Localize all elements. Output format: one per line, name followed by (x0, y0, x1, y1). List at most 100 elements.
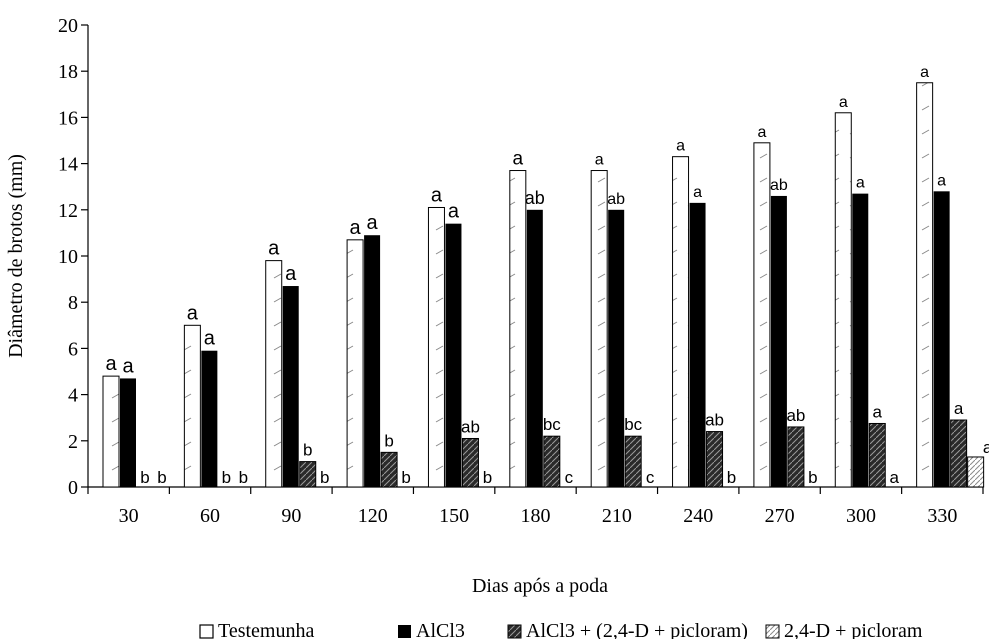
bar (102, 375, 120, 488)
bar (427, 206, 445, 488)
significance-letter: a (268, 238, 280, 260)
y-tick-label: 14 (58, 154, 78, 176)
significance-letter: ab (786, 406, 805, 425)
significance-letter: b (303, 441, 312, 460)
significance-letter: a (187, 302, 199, 324)
bar (689, 202, 706, 487)
y-tick-label: 6 (68, 338, 78, 360)
significance-letter: a (204, 328, 216, 350)
legend-swatch-alcl3 (398, 625, 411, 638)
bar (834, 112, 852, 488)
x-tick-label: 240 (683, 505, 713, 527)
x-tick-label: 270 (765, 505, 795, 527)
bar (183, 324, 201, 488)
legend-swatch-alcl3-mix (507, 624, 522, 639)
significance-letter: b (157, 468, 166, 487)
significance-letter: a (595, 152, 604, 169)
axes: 0 2 4 6 8 10 12 14 16 18 20 30 60 90 120 150 180 210 240 27… (58, 15, 984, 527)
significance-letter: a (350, 217, 362, 239)
bar (265, 260, 283, 488)
bar (380, 451, 398, 488)
significance-letter: a (367, 212, 379, 234)
significance-letter: b (483, 468, 492, 487)
bar (608, 209, 625, 488)
significance-letter: a (954, 399, 964, 418)
bar (299, 461, 317, 488)
bar (933, 191, 950, 487)
bar (624, 435, 642, 488)
significance-letter: a (693, 184, 702, 201)
x-tick-label: 210 (602, 505, 632, 527)
bar (509, 170, 527, 488)
bar (753, 142, 771, 488)
y-tick-label: 16 (58, 107, 78, 129)
y-axis-title: Diâmetro de brotos (mm) (5, 154, 27, 358)
significance-letter: a (676, 138, 685, 155)
bar (672, 156, 690, 488)
legend-label-alcl3: AlCl3 (416, 620, 465, 639)
significance-letter: a (873, 402, 883, 421)
legend-swatch-testemunha (199, 624, 214, 639)
bar (770, 195, 787, 487)
y-tick-label: 8 (68, 292, 78, 314)
y-tick-label: 10 (58, 246, 78, 268)
bar (201, 350, 218, 487)
significance-letter: a (983, 438, 989, 457)
bar (120, 378, 136, 487)
significance-letter: ab (607, 191, 625, 208)
legend-label-24d-picloram: 2,4-D + picloram (784, 620, 923, 639)
bar (526, 209, 543, 488)
significance-letter: ab (525, 188, 545, 208)
bar (787, 426, 805, 488)
significance-letter: b (239, 468, 248, 487)
y-tick-label: 18 (58, 61, 78, 83)
x-tick-label: 330 (927, 505, 957, 527)
bar (282, 286, 299, 487)
significance-letter: a (448, 201, 460, 223)
legend-swatch-24d-picloram (765, 624, 780, 639)
significance-letter: c (565, 468, 574, 487)
bar (346, 239, 364, 488)
bar (967, 456, 985, 488)
significance-letter: a (839, 94, 848, 111)
bar (543, 435, 561, 488)
significance-letter: a (122, 355, 134, 377)
significance-letter: a (513, 149, 524, 170)
legend-label-alcl3-mix: AlCl3 + (2,4-D + picloram) (526, 620, 748, 639)
significance-letter: a (856, 175, 865, 192)
bars (102, 82, 985, 488)
significance-letter: c (646, 468, 655, 487)
significance-letter: a (431, 184, 443, 206)
x-tick-label: 120 (358, 505, 388, 527)
bar (461, 437, 479, 488)
significance-letter: ab (461, 417, 480, 436)
bar (706, 431, 724, 488)
x-tick-label: 90 (281, 505, 301, 527)
y-tick-label: 12 (58, 200, 78, 222)
significance-letter: a (890, 468, 900, 487)
legend-label-testemunha: Testemunha (218, 620, 314, 639)
significance-letter: b (320, 468, 329, 487)
y-tick-label: 4 (68, 385, 78, 407)
bar (590, 170, 608, 488)
bar (950, 419, 968, 488)
x-tick-label: 30 (119, 505, 139, 527)
x-tick-label: 60 (200, 505, 220, 527)
significance-letter: a (757, 124, 766, 141)
significance-letter: bc (624, 415, 642, 434)
significance-letter: a (920, 64, 929, 81)
significance-letter: b (727, 468, 736, 487)
x-tick-label: 180 (521, 505, 551, 527)
significance-letter: b (140, 468, 149, 487)
bar (364, 235, 381, 487)
bar (916, 82, 934, 488)
significance-letter: a (937, 172, 946, 189)
x-axis-title: Dias após a poda (472, 575, 608, 597)
x-tick-label: 300 (846, 505, 876, 527)
significance-letter: ab (705, 411, 724, 430)
bar (445, 223, 462, 487)
bar (868, 422, 886, 488)
y-tick-label: 0 (68, 477, 78, 499)
